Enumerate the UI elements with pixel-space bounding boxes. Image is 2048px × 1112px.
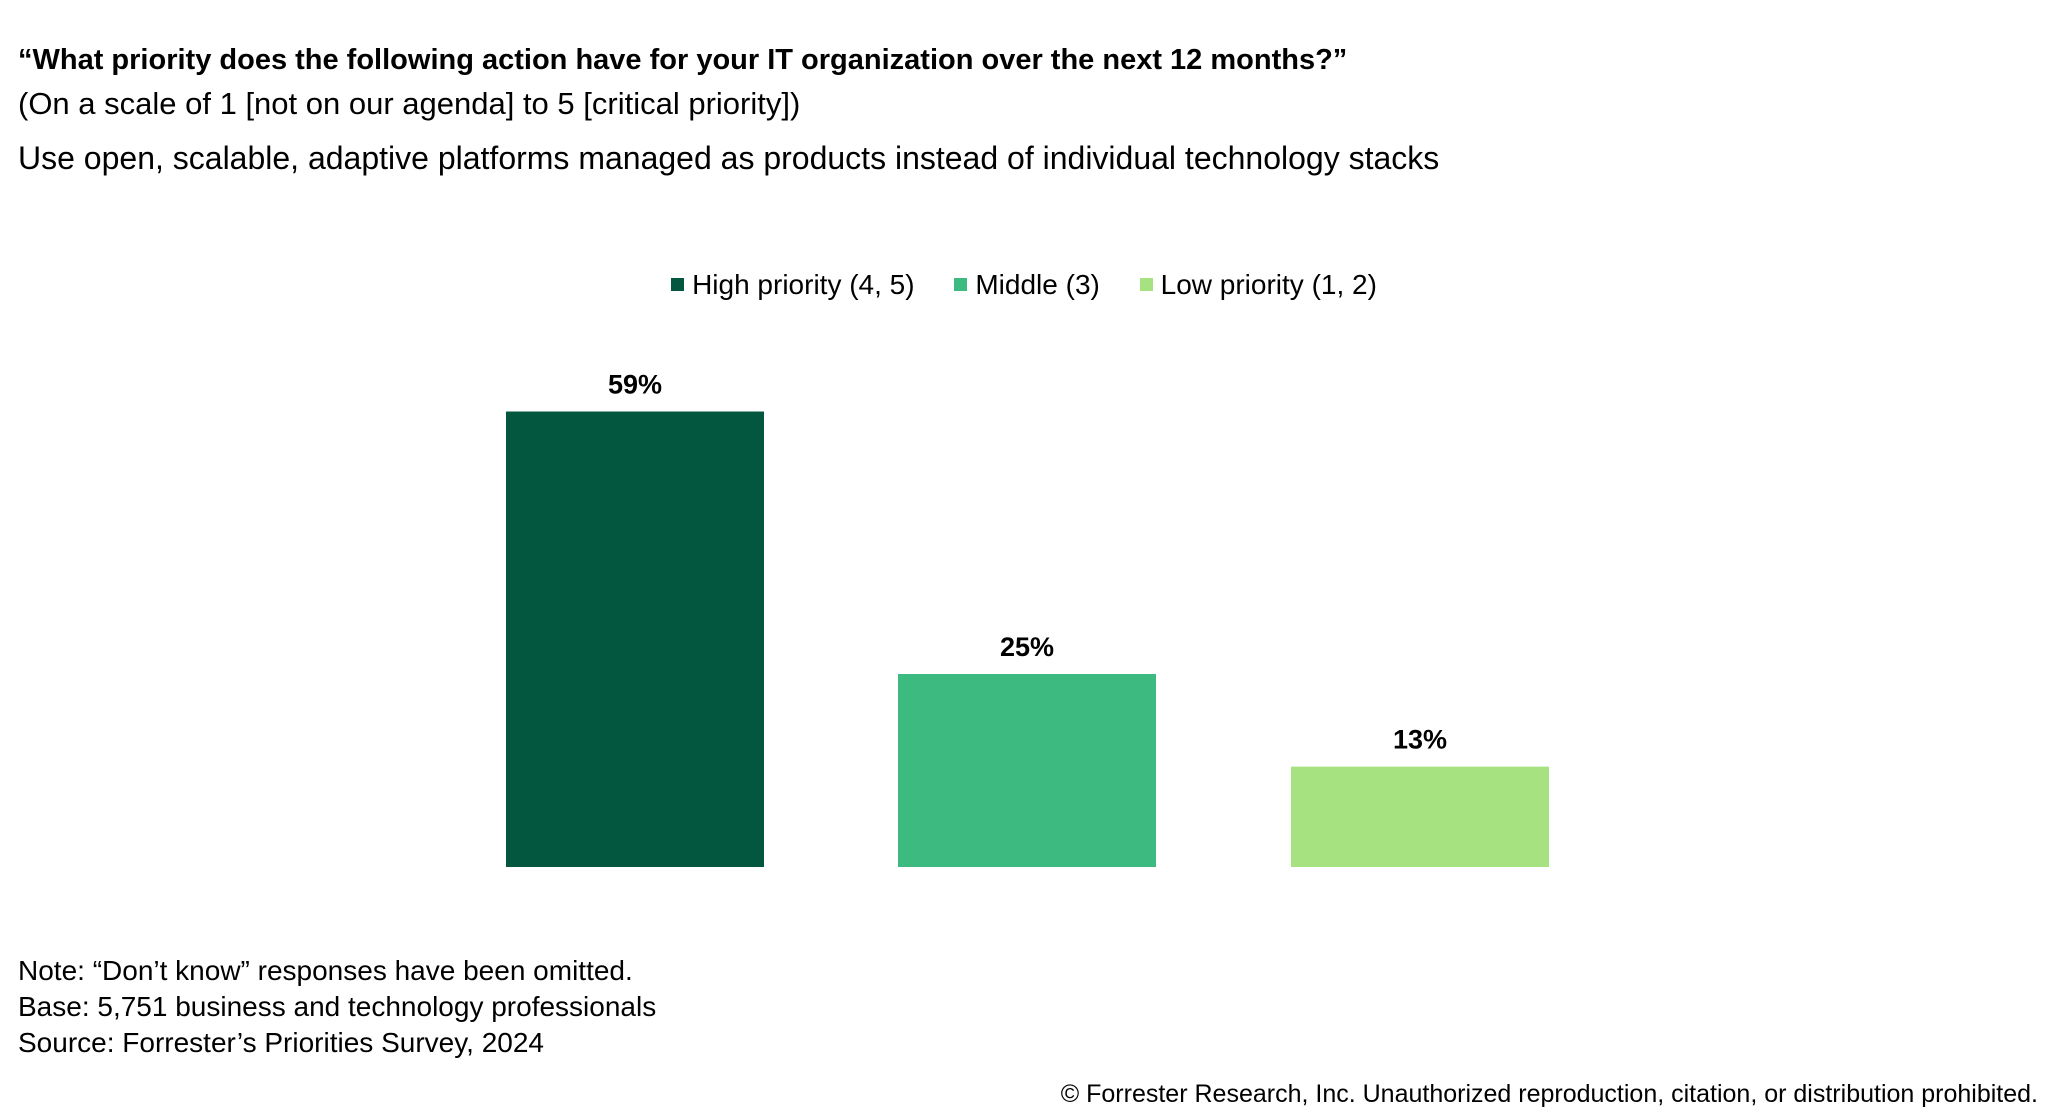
- legend: High priority (4, 5) Middle (3) Low prio…: [0, 266, 2048, 301]
- bar-high: [506, 411, 764, 867]
- data-label-middle: 25%: [1000, 632, 1054, 662]
- legend-label-high: High priority (4, 5): [692, 268, 915, 300]
- legend-item-high: High priority (4, 5): [671, 269, 915, 301]
- source-text: Source: Forrester’s Priorities Survey, 2…: [18, 1027, 544, 1058]
- base-text: Base: 5,751 business and technology prof…: [18, 991, 657, 1022]
- legend-swatch-high: [671, 278, 685, 291]
- bar-middle: [898, 674, 1156, 867]
- data-label-low: 13%: [1393, 725, 1447, 755]
- legend-label-middle: Middle (3): [975, 268, 1100, 300]
- copyright-text: © Forrester Research, Inc. Unauthorized …: [1060, 1080, 2038, 1108]
- chart-title: “What priority does the following action…: [18, 44, 1348, 76]
- data-label-high: 59%: [608, 370, 662, 400]
- footnotes: Note: “Don’t know” responses have been o…: [18, 953, 656, 1061]
- legend-swatch-low: [1139, 278, 1153, 291]
- legend-item-low: Low priority (1, 2): [1139, 268, 1377, 301]
- bar-chart: 59% 25% 13%: [506, 370, 1549, 867]
- scale-description: (On a scale of 1 [not on our agenda] to …: [18, 86, 801, 121]
- note-text: Note: “Don’t know” responses have been o…: [18, 955, 633, 986]
- legend-label-low: Low priority (1, 2): [1160, 268, 1377, 300]
- chart-subtitle: Use open, scalable, adaptive platforms m…: [18, 140, 1440, 176]
- legend-item-middle: Middle (3): [954, 268, 1100, 301]
- legend-swatch-middle: [954, 278, 968, 291]
- bar-low: [1291, 766, 1549, 867]
